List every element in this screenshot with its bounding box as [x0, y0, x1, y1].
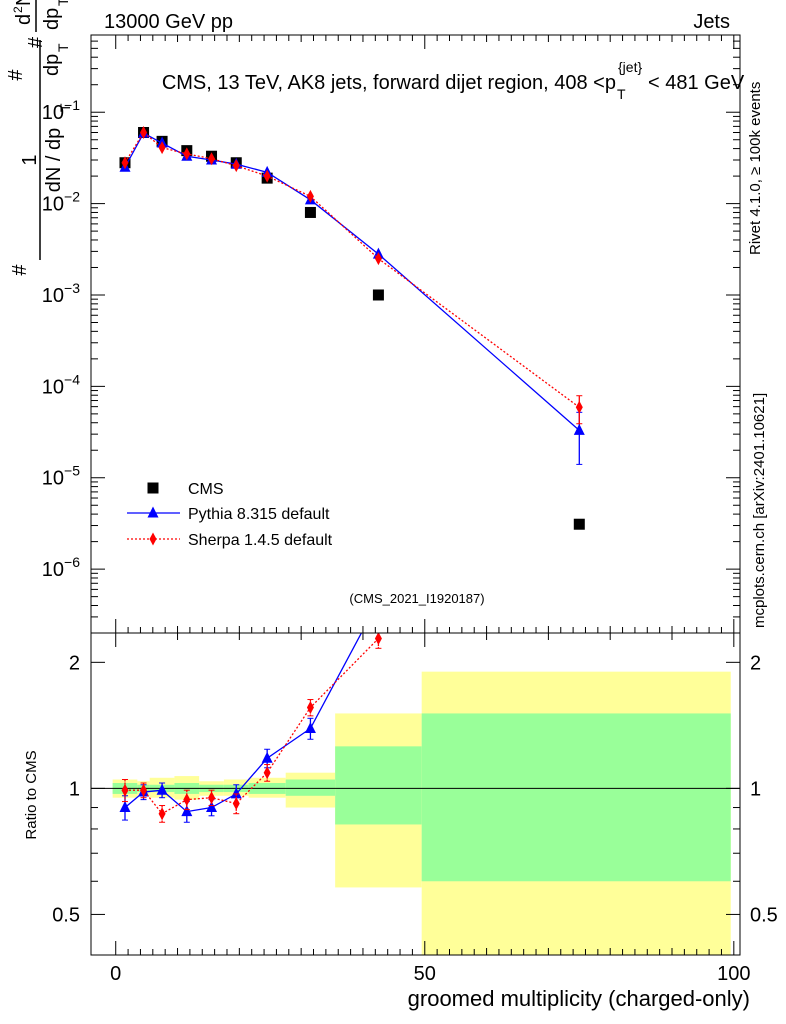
svg-text:#: #: [9, 264, 31, 276]
main-point-square: [372, 289, 384, 301]
main-series-line-1: [124, 132, 580, 431]
header-observable: Jets: [693, 11, 730, 33]
rivet-version-label: Rivet 4.1.0, ≥ 100k events: [747, 82, 764, 255]
main-panel: 10−6 10−5 10−4 10−3 10−2 10−1: [42, 34, 741, 634]
ratio-panel-frame: [90, 632, 741, 956]
svg-text:#: #: [25, 36, 47, 48]
ratio-y-axis-label: Ratio to CMS: [23, 750, 40, 839]
svg-text:#: #: [5, 69, 27, 81]
svg-text:dN / dp: dN / dp: [43, 128, 65, 192]
main-y-axis-label: # 1 dN / dp T # dp T # d 2 N dp T dλ: [5, 0, 73, 276]
uncertainty-band-green: [421, 713, 731, 882]
ratio-point-diamond: [306, 701, 314, 715]
ratio-point-diamond: [232, 797, 240, 811]
svg-text:T: T: [55, 43, 71, 52]
legend-marker-square: [147, 482, 159, 494]
ratio-point-diamond: [208, 791, 216, 805]
svg-text:2: 2: [11, 6, 25, 13]
svg-text:1: 1: [19, 154, 41, 165]
ratio-point-triangle: [119, 801, 131, 813]
y-tick-label: 10−6: [42, 554, 80, 581]
main-point-diamond: [121, 156, 129, 170]
mcplots-label: mcplots.cern.ch [arXiv:2401.10621]: [751, 393, 768, 628]
x-tick-label: 50: [414, 963, 436, 985]
svg-text:T: T: [57, 103, 73, 112]
ratio-point-diamond: [121, 783, 129, 797]
ratio-point-triangle: [230, 787, 242, 799]
ratio-point-triangle: [156, 783, 168, 795]
main-point-diamond: [208, 152, 216, 166]
ratio-point-diamond: [183, 793, 191, 807]
main-point-diamond: [263, 169, 271, 183]
title-pt-subscript: T: [617, 86, 626, 102]
main-point-diamond: [140, 125, 148, 139]
ratio-panel: 0.5 0.5 1 1 2 2 0 50 100: [52, 632, 778, 985]
legend: CMS Pythia 8.315 default Sherpa 1.4.5 defa…: [127, 481, 333, 549]
svg-text:N: N: [13, 0, 35, 6]
plot-title: CMS, 13 TeV, AK8 jets, forward dijet reg…: [162, 59, 745, 102]
ratio-point-triangle: [181, 805, 193, 817]
ratio-point-diamond: [263, 766, 271, 780]
y-tick-label: 10−3: [42, 280, 80, 307]
ratio-point-diamond: [374, 633, 382, 645]
ratio-series-group: [119, 633, 382, 823]
ratio-point-triangle: [304, 721, 316, 733]
y-tick-label: 10−2: [42, 189, 80, 216]
svg-text:dp: dp: [41, 8, 63, 30]
y-tick-label: 10−5: [42, 463, 80, 490]
title-jet-superscript: {jet}: [618, 59, 642, 75]
x-axis-label: groomed multiplicity (charged-only): [408, 986, 750, 1011]
main-point-square: [304, 206, 316, 218]
legend-marker-triangle: [147, 506, 159, 518]
main-point-diamond: [183, 147, 191, 161]
title-end: < 481 GeV: [648, 72, 745, 94]
ratio-y-tick-label-right: 1: [750, 778, 761, 800]
legend-label: Pythia 8.315 default: [188, 506, 330, 523]
legend-label: CMS: [188, 481, 224, 498]
ratio-point-triangle: [261, 751, 273, 763]
svg-text:T: T: [55, 0, 71, 6]
main-point-diamond: [575, 400, 583, 414]
ratio-point-diamond: [158, 807, 166, 821]
svg-text:d: d: [13, 14, 35, 25]
legend-label: Sherpa 1.4.5 default: [188, 532, 333, 549]
ratio-y-tick-label: 2: [69, 652, 80, 674]
main-point-square: [573, 518, 585, 530]
analysis-watermark: (CMS_2021_I1920187): [349, 591, 484, 606]
ratio-y-tick-label-right: 2: [750, 652, 761, 674]
main-point-diamond: [232, 159, 240, 173]
x-tick-label: 0: [110, 963, 121, 985]
y-tick-label: 10−1: [42, 97, 80, 124]
uncertainty-band-green: [335, 746, 422, 825]
uncertainty-band-green: [285, 779, 336, 796]
ratio-y-tick-label: 1: [69, 778, 80, 800]
main-point-diamond: [158, 141, 166, 155]
legend-marker-diamond: [149, 532, 157, 546]
y-tick-label: 10−4: [42, 371, 80, 398]
x-tick-label: 100: [717, 963, 750, 985]
header-process: 13000 GeV pp: [104, 11, 233, 33]
main-point-diamond: [374, 252, 382, 266]
ratio-point-triangle: [206, 801, 218, 813]
title-main: CMS, 13 TeV, AK8 jets, forward dijet reg…: [162, 72, 616, 94]
main-point-triangle: [573, 423, 585, 435]
main-series-line-2: [124, 131, 580, 408]
ratio-y-tick-label: 0.5: [52, 904, 80, 926]
main-point-diamond: [306, 189, 314, 203]
ratio-point-diamond: [140, 783, 148, 797]
ratio-y-tick-label-right: 0.5: [750, 904, 778, 926]
svg-text:dp: dp: [41, 54, 63, 76]
